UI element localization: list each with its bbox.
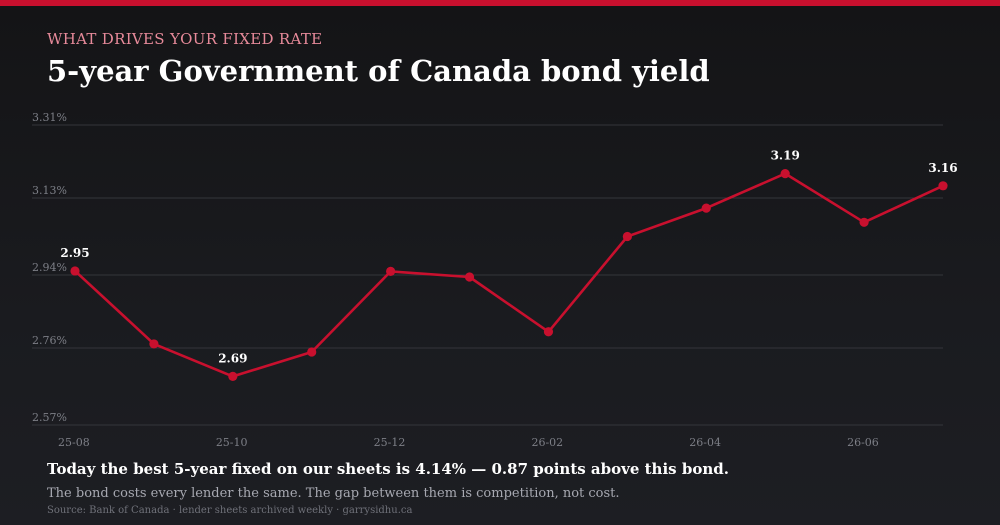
top-accent-bar	[0, 0, 1000, 6]
x-tick-label: 25-12	[374, 436, 406, 449]
grid-lines	[32, 124, 943, 426]
summary-subline: The bond costs every lender the same. Th…	[47, 486, 620, 501]
data-label: 2.69	[218, 351, 247, 365]
data-label: 2.95	[60, 246, 89, 260]
series-line	[73, 172, 945, 378]
x-tick-label: 26-02	[531, 436, 563, 449]
data-point	[464, 272, 475, 282]
data-labels: 2.95 2.69 3.19 3.16	[60, 149, 957, 366]
data-point	[938, 181, 948, 191]
data-label: 3.16	[928, 161, 957, 175]
x-tick-label: 25-10	[216, 436, 248, 449]
y-tick-label: 2.94%	[32, 261, 67, 274]
x-tick-label: 26-04	[689, 436, 721, 449]
data-point	[859, 217, 869, 227]
data-point	[543, 327, 554, 337]
x-tick-label: 26-06	[847, 436, 879, 449]
data-label: 3.19	[771, 149, 800, 163]
data-point	[701, 203, 711, 213]
data-point	[70, 266, 80, 276]
data-point	[386, 266, 396, 276]
source-note: Source: Bank of Canada · lender sheets a…	[47, 505, 413, 516]
data-point	[149, 339, 159, 349]
data-point	[307, 347, 317, 357]
data-point	[622, 231, 632, 242]
y-tick-label: 3.31%	[32, 111, 67, 124]
y-axis-tick-labels: 3.31% 3.13% 2.94% 2.76% 2.57%	[32, 111, 67, 424]
y-tick-label: 3.13%	[32, 184, 67, 197]
x-tick-label: 25-08	[58, 436, 90, 449]
chart-kicker: WHAT DRIVES YOUR FIXED RATE	[47, 30, 323, 48]
chart-title: 5-year Government of Canada bond yield	[47, 54, 710, 88]
data-point	[228, 371, 238, 381]
x-axis-tick-labels: 25-08 25-10 25-12 26-02 26-04 26-06	[58, 436, 879, 449]
y-tick-label: 2.57%	[32, 411, 67, 424]
data-points	[70, 169, 948, 381]
summary-headline: Today the best 5-year fixed on our sheet…	[47, 460, 729, 478]
data-point	[780, 169, 790, 179]
y-tick-label: 2.76%	[32, 334, 67, 347]
